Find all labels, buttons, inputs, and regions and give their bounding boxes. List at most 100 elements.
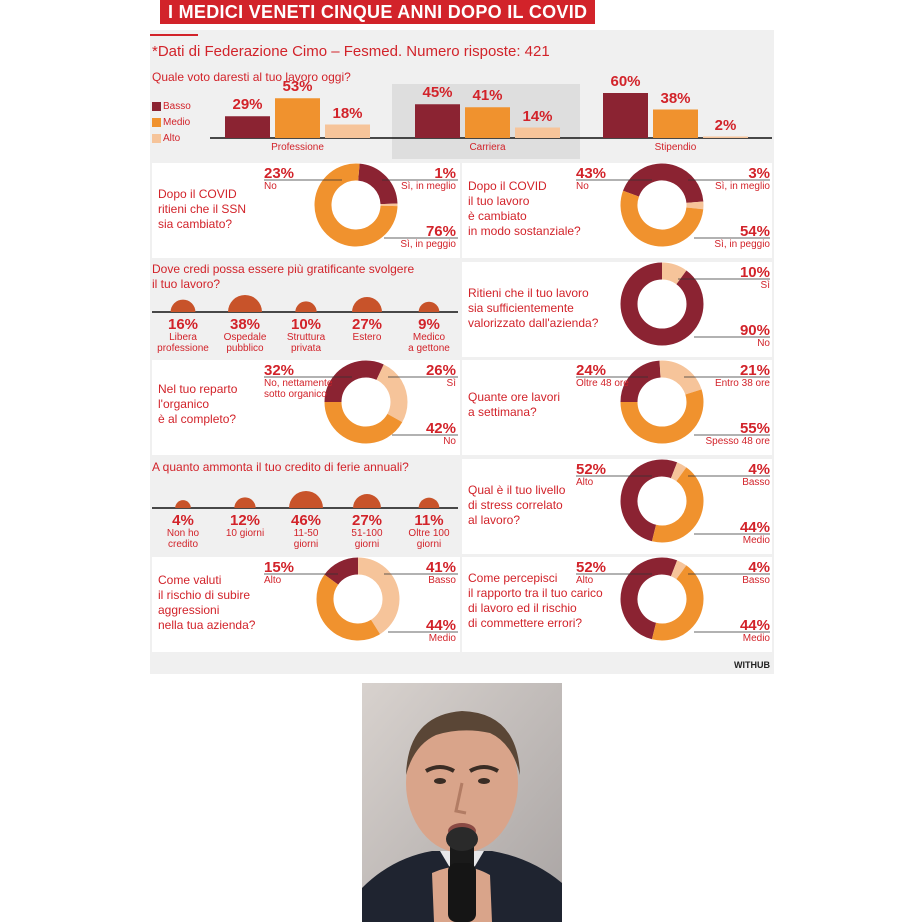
category-label: Carriera — [469, 142, 506, 153]
slice-label: No — [576, 181, 589, 192]
donut-slice — [324, 360, 408, 444]
bars-svg — [210, 93, 772, 139]
slice-label: Alto — [576, 477, 594, 488]
bubble-mark — [234, 497, 256, 508]
donut-slice — [620, 163, 704, 247]
donut-svg — [264, 163, 458, 247]
title-underline — [150, 34, 198, 36]
donut-panel: Quante ore lavori a settimana? 24% Oltre 4… — [462, 360, 772, 455]
slice-percent: 44% — [425, 617, 456, 634]
slice-percent: 24% — [576, 362, 607, 379]
donut-slice — [314, 163, 398, 247]
bubble-mark — [353, 494, 381, 508]
donut-svg — [576, 360, 770, 444]
donut-panel: Come valuti il rischio di subire aggress… — [152, 557, 460, 652]
legend-swatch — [152, 118, 161, 127]
legend-swatch — [152, 134, 161, 143]
slice-label: No — [264, 181, 277, 192]
infographic: I MEDICI VENETI CINQUE ANNI DOPO IL COVI… — [150, 0, 774, 674]
donut-question: Qual è il tuo livello di stress correlat… — [468, 483, 566, 527]
bar — [465, 107, 510, 138]
donut-slice — [620, 360, 704, 444]
slice-label: Medio — [742, 535, 770, 546]
slice-label: Basso — [742, 477, 770, 488]
bubble-mark — [352, 297, 382, 312]
slice-label: Sì — [446, 378, 456, 389]
slice-label: Sì — [760, 280, 770, 291]
donut-slice — [324, 360, 408, 444]
page-title: I MEDICI VENETI CINQUE ANNI DOPO IL COVI… — [160, 0, 596, 24]
category-label: Stipendio — [654, 142, 697, 153]
bar-value-label: 45% — [422, 84, 453, 102]
donut-question: Ritieni che il tuo lavoro sia sufficient… — [468, 286, 599, 330]
bubble-question: Dove credi possa essere più gratificante… — [152, 262, 415, 291]
slice-percent: 1% — [434, 165, 456, 182]
bar — [275, 98, 320, 138]
slice-percent: 23% — [264, 165, 295, 182]
bar — [603, 93, 648, 138]
bar — [703, 136, 748, 138]
bubble-percent: 27% — [351, 316, 383, 333]
bubble-mark — [418, 497, 440, 508]
bubble-mark — [175, 500, 191, 508]
bubble-svg — [152, 295, 458, 313]
donut-question: Quante ore lavori a settimana? — [468, 390, 561, 419]
slice-percent: 32% — [264, 362, 295, 379]
slice-label: Alto — [264, 575, 282, 586]
bubble-category: Libera professione — [157, 332, 209, 354]
slice-percent: 55% — [739, 420, 770, 437]
bubble-percent: 9% — [418, 316, 440, 333]
bubble-category: 51-100 giorni — [351, 528, 383, 550]
slice-label: Basso — [428, 575, 456, 586]
donut-svg — [576, 557, 770, 641]
bar-value-label: 41% — [472, 87, 503, 105]
bar-value-label: 60% — [610, 73, 641, 90]
donut-question: Come percepisci il rapporto tra il tuo c… — [468, 571, 603, 630]
slice-label: Medio — [742, 633, 770, 644]
donut-slice — [620, 360, 704, 444]
slice-label: Sì, in meglio — [714, 181, 770, 192]
bubble-mark — [170, 299, 196, 312]
bubble-percent: 38% — [229, 316, 261, 333]
slice-label: No, nettamente sotto organico — [264, 378, 333, 400]
slice-percent: 21% — [739, 362, 770, 379]
slice-percent: 42% — [425, 420, 456, 437]
bubble-category: Ospedale pubblico — [223, 332, 267, 354]
donut-panel: Ritieni che il tuo lavoro sia sufficient… — [462, 262, 772, 357]
bubble-percent: 27% — [351, 512, 383, 529]
slice-label: Entro 38 ore — [714, 378, 770, 389]
slice-label: Sì, in peggio — [714, 239, 770, 250]
bar — [415, 104, 460, 138]
slice-percent: 41% — [425, 559, 456, 576]
man-speaking-microphone-photo — [362, 683, 562, 922]
bubble-mark — [295, 301, 317, 312]
bar-value-label: 38% — [660, 89, 691, 107]
bubble-question: A quanto ammonta il tuo credito di ferie… — [152, 460, 409, 474]
slice-percent: 90% — [739, 322, 770, 339]
slice-label: Alto — [576, 575, 594, 586]
donut-panel: Qual è il tuo livello di stress correlat… — [462, 459, 772, 554]
slice-label: Spesso 48 ore — [705, 436, 771, 447]
slice-percent: 52% — [576, 559, 607, 576]
category-label: Professione — [271, 142, 324, 153]
slice-percent: 4% — [748, 461, 770, 478]
bubble-mark — [418, 301, 440, 312]
bubble-percent: 16% — [167, 316, 199, 333]
donut-svg — [576, 459, 770, 543]
slice-label: Sì, in meglio — [400, 181, 456, 192]
chart-title: Quale voto daresti al tuo lavoro oggi? — [152, 70, 351, 84]
legend-label: Basso — [163, 101, 191, 112]
donut-panel: Dopo il COVID il tuo lavoro è cambiato i… — [462, 163, 772, 258]
bubble-percent: 11% — [414, 512, 444, 529]
bubble-category: 10 giorni — [225, 528, 265, 539]
bubble-category: 11-50 giorni — [293, 528, 319, 550]
bar-value-label: 14% — [522, 107, 553, 125]
donut-panel: Nel tuo reparto l'organico è al completo… — [152, 360, 460, 455]
bubble-percent: 4% — [172, 512, 194, 529]
brand-logo: WITHUB — [734, 660, 770, 670]
donut-slice — [620, 557, 704, 641]
donut-svg — [264, 360, 458, 444]
source-note: *Dati di Federazione Cimo – Fesmed. Nume… — [152, 43, 550, 60]
donut-question: Nel tuo reparto l'organico è al completo… — [158, 382, 238, 426]
slice-percent: 43% — [576, 165, 607, 182]
